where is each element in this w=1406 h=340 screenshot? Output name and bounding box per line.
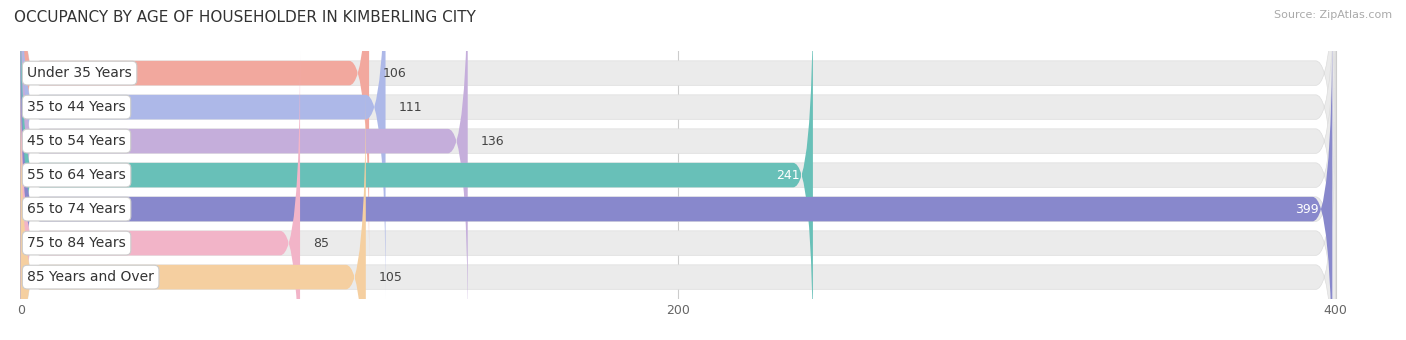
- Text: 105: 105: [380, 271, 404, 284]
- Text: 75 to 84 Years: 75 to 84 Years: [27, 236, 127, 250]
- Text: 136: 136: [481, 135, 505, 148]
- Text: 106: 106: [382, 67, 406, 80]
- Text: 65 to 74 Years: 65 to 74 Years: [27, 202, 127, 216]
- FancyBboxPatch shape: [21, 17, 1336, 340]
- FancyBboxPatch shape: [21, 85, 366, 340]
- Text: 241: 241: [776, 169, 800, 182]
- Text: 399: 399: [1295, 203, 1319, 216]
- Text: 55 to 64 Years: 55 to 64 Years: [27, 168, 127, 182]
- Text: 35 to 44 Years: 35 to 44 Years: [27, 100, 125, 114]
- Text: Source: ZipAtlas.com: Source: ZipAtlas.com: [1274, 10, 1392, 20]
- FancyBboxPatch shape: [21, 0, 1336, 265]
- FancyBboxPatch shape: [21, 17, 1333, 340]
- Text: 45 to 54 Years: 45 to 54 Years: [27, 134, 125, 148]
- FancyBboxPatch shape: [21, 0, 468, 333]
- Text: 111: 111: [399, 101, 422, 114]
- FancyBboxPatch shape: [21, 0, 813, 340]
- Text: Under 35 Years: Under 35 Years: [27, 66, 132, 80]
- FancyBboxPatch shape: [21, 0, 370, 265]
- FancyBboxPatch shape: [21, 0, 385, 299]
- FancyBboxPatch shape: [21, 51, 299, 340]
- FancyBboxPatch shape: [21, 0, 1336, 299]
- FancyBboxPatch shape: [21, 85, 1336, 340]
- FancyBboxPatch shape: [21, 51, 1336, 340]
- Text: OCCUPANCY BY AGE OF HOUSEHOLDER IN KIMBERLING CITY: OCCUPANCY BY AGE OF HOUSEHOLDER IN KIMBE…: [14, 10, 477, 25]
- FancyBboxPatch shape: [21, 0, 1336, 340]
- Text: 85 Years and Over: 85 Years and Over: [27, 270, 155, 284]
- FancyBboxPatch shape: [21, 0, 1336, 333]
- Text: 85: 85: [314, 237, 329, 250]
